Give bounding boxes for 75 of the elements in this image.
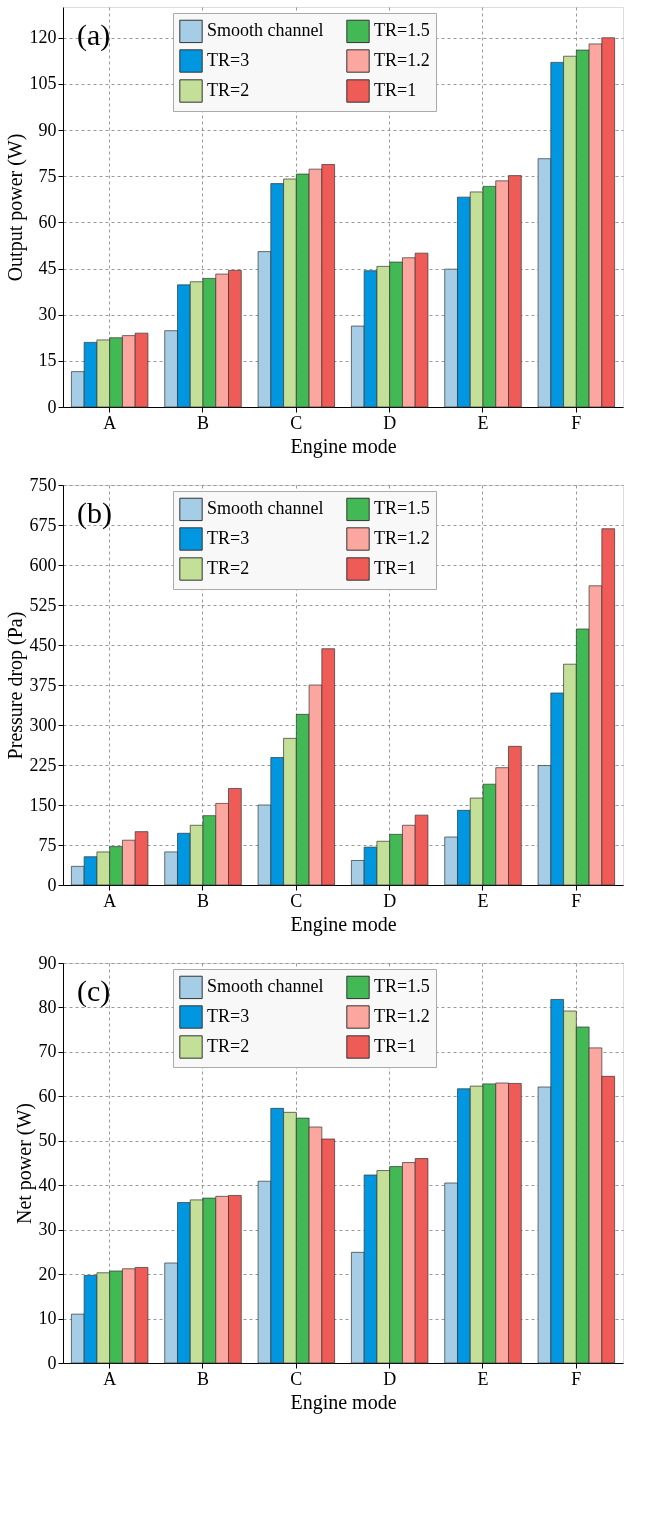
annotation: (b) (77, 496, 112, 530)
y-tick-label: 150 (29, 794, 57, 815)
x-tick-label: D (383, 890, 397, 911)
y-tick-label: 750 (29, 474, 57, 495)
x-axis-title: Engine mode (290, 434, 397, 458)
x-axis-title: Engine mode (290, 1390, 397, 1414)
y-tick-label: 300 (29, 714, 57, 735)
legend-label: Smooth channel (207, 498, 324, 519)
x-tick-label: F (571, 890, 582, 911)
y-tick-label: 60 (38, 211, 57, 232)
x-tick-label: D (383, 412, 397, 433)
y-tick-label: 75 (38, 165, 57, 186)
y-tick-label: 525 (29, 594, 57, 615)
y-tick-label: 0 (47, 396, 57, 417)
x-tick-label: C (290, 412, 303, 433)
legend-label: TR=1.5 (374, 20, 430, 41)
y-tick-label: 0 (47, 1352, 57, 1373)
legend-label: TR=3 (207, 1006, 250, 1026)
x-tick-label: A (103, 890, 117, 911)
legend-label: TR=1.2 (374, 528, 430, 548)
y-tick-label: 30 (38, 1219, 57, 1240)
y-tick-label: 15 (38, 350, 57, 371)
annotation: (a) (77, 18, 111, 52)
x-tick-label: F (571, 412, 582, 433)
y-axis-title: Output power (W) (3, 133, 27, 282)
x-tick-label: B (196, 1368, 210, 1389)
y-axis-title: Net power (W) (12, 1102, 36, 1225)
y-axis-title: Pressure drop (Pa) (3, 611, 27, 760)
x-tick-label: B (196, 890, 210, 911)
legend-label: TR=1.2 (374, 50, 430, 70)
y-tick-label: 75 (38, 834, 57, 855)
legend-label: TR=3 (207, 528, 250, 548)
legend-label: TR=1.2 (374, 1006, 430, 1026)
y-tick-label: 20 (38, 1263, 57, 1284)
legend-label: Smooth channel (207, 20, 324, 41)
legend-label: TR=2 (207, 1036, 250, 1056)
x-tick-label: C (290, 1368, 303, 1389)
x-tick-label: A (103, 412, 117, 433)
y-tick-label: 90 (38, 119, 57, 140)
legend-label: TR=2 (207, 558, 250, 578)
y-tick-label: 90 (38, 952, 57, 973)
y-tick-label: 0 (47, 874, 57, 895)
x-axis-title: Engine mode (290, 912, 397, 936)
x-tick-label: D (383, 1368, 397, 1389)
y-tick-label: 45 (38, 258, 57, 279)
y-tick-label: 80 (38, 996, 57, 1017)
x-tick-label: E (477, 890, 489, 911)
x-tick-label: F (571, 1368, 582, 1389)
y-tick-label: 600 (29, 554, 57, 575)
annotation: (c) (77, 974, 111, 1008)
legend-label: TR=1.5 (374, 976, 430, 997)
y-tick-label: 60 (38, 1085, 57, 1106)
x-tick-label: C (290, 890, 303, 911)
y-tick-label: 225 (29, 754, 57, 775)
y-tick-label: 50 (38, 1130, 57, 1151)
x-tick-label: E (477, 412, 489, 433)
legend-label: TR=1 (374, 80, 417, 100)
x-tick-label: E (477, 1368, 489, 1389)
x-tick-label: A (103, 1368, 117, 1389)
y-tick-label: 120 (29, 27, 57, 48)
x-tick-label: B (196, 412, 210, 433)
y-tick-label: 450 (29, 634, 57, 655)
y-tick-label: 375 (29, 674, 57, 695)
y-tick-label: 30 (38, 304, 57, 325)
legend-label: TR=1 (374, 558, 417, 578)
y-tick-label: 105 (29, 73, 57, 94)
legend-label: TR=1 (374, 1036, 417, 1056)
legend-label: TR=3 (207, 50, 250, 70)
y-tick-label: 10 (38, 1308, 57, 1329)
y-tick-label: 40 (38, 1174, 57, 1195)
y-tick-label: 70 (38, 1041, 57, 1062)
legend-label: Smooth channel (207, 976, 324, 997)
legend-label: TR=1.5 (374, 498, 430, 519)
y-tick-label: 675 (29, 514, 57, 535)
legend-label: TR=2 (207, 80, 250, 100)
